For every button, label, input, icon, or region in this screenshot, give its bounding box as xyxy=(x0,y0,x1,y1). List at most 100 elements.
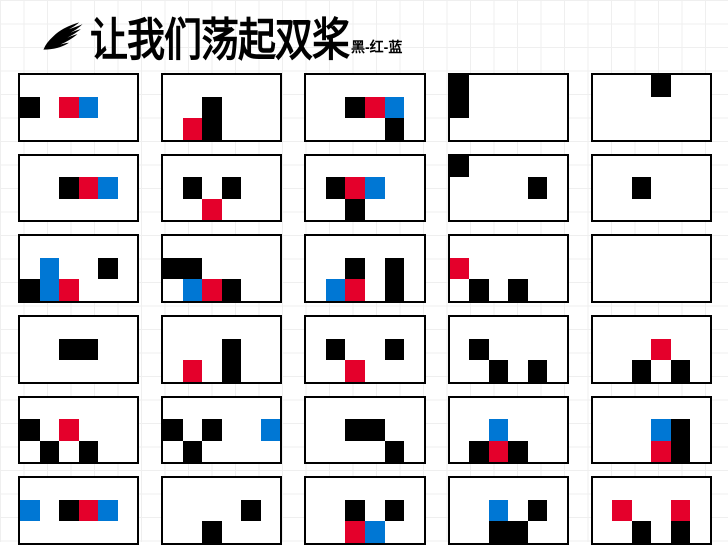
square-blue xyxy=(98,500,118,522)
pattern-cell xyxy=(18,73,139,142)
square-empty xyxy=(202,317,222,339)
square-black xyxy=(632,521,652,543)
square-empty xyxy=(79,317,99,339)
square-black xyxy=(20,419,40,441)
square-empty xyxy=(98,118,118,140)
square-black xyxy=(79,339,99,361)
pattern-cell xyxy=(591,396,712,465)
square-red xyxy=(651,441,671,463)
square-empty xyxy=(365,258,385,280)
square-empty xyxy=(365,441,385,463)
square-empty xyxy=(241,279,261,301)
square-empty xyxy=(98,279,118,301)
square-empty xyxy=(528,75,548,97)
square-empty xyxy=(326,478,346,500)
square-empty xyxy=(163,317,183,339)
square-empty xyxy=(612,478,632,500)
square-empty xyxy=(365,236,385,258)
square-empty xyxy=(222,118,242,140)
square-empty xyxy=(469,317,489,339)
square-empty xyxy=(690,521,710,543)
square-empty xyxy=(404,118,424,140)
square-empty xyxy=(79,258,99,280)
square-empty xyxy=(261,156,281,178)
square-empty xyxy=(547,360,567,382)
square-empty xyxy=(163,398,183,420)
square-empty xyxy=(632,279,652,301)
square-empty xyxy=(241,156,261,178)
square-black xyxy=(508,521,528,543)
square-black xyxy=(385,339,405,361)
square-red xyxy=(671,500,691,522)
square-empty xyxy=(306,441,326,463)
square-empty xyxy=(79,521,99,543)
square-black xyxy=(345,258,365,280)
square-black xyxy=(59,177,79,199)
pattern-cell xyxy=(304,154,425,223)
pattern-cell xyxy=(591,154,712,223)
square-empty xyxy=(671,199,691,221)
square-black xyxy=(469,279,489,301)
square-empty xyxy=(345,398,365,420)
pattern-cell xyxy=(161,315,282,384)
square-empty xyxy=(261,478,281,500)
square-empty xyxy=(118,177,138,199)
pattern-cell xyxy=(591,234,712,303)
square-empty xyxy=(671,258,691,280)
square-black xyxy=(385,279,405,301)
square-empty xyxy=(118,398,138,420)
square-empty xyxy=(404,279,424,301)
square-black xyxy=(163,419,183,441)
pattern-cell xyxy=(304,476,425,545)
square-empty xyxy=(612,75,632,97)
square-black xyxy=(385,441,405,463)
square-empty xyxy=(690,156,710,178)
square-empty xyxy=(469,75,489,97)
square-black xyxy=(365,419,385,441)
square-empty xyxy=(79,478,99,500)
square-empty xyxy=(632,419,652,441)
square-empty xyxy=(489,317,509,339)
square-empty xyxy=(612,97,632,119)
square-red xyxy=(202,279,222,301)
square-empty xyxy=(345,75,365,97)
square-empty xyxy=(118,236,138,258)
square-empty xyxy=(118,360,138,382)
square-empty xyxy=(690,360,710,382)
square-empty xyxy=(326,419,346,441)
square-empty xyxy=(690,279,710,301)
square-empty xyxy=(326,398,346,420)
square-empty xyxy=(163,521,183,543)
square-empty xyxy=(241,236,261,258)
square-empty xyxy=(261,236,281,258)
square-empty xyxy=(79,360,99,382)
square-empty xyxy=(489,258,509,280)
square-black xyxy=(385,118,405,140)
square-black xyxy=(222,339,242,361)
square-empty xyxy=(385,177,405,199)
square-empty xyxy=(40,177,60,199)
square-empty xyxy=(98,317,118,339)
square-empty xyxy=(528,199,548,221)
square-empty xyxy=(261,339,281,361)
square-empty xyxy=(306,478,326,500)
square-empty xyxy=(40,419,60,441)
square-empty xyxy=(365,478,385,500)
square-blue xyxy=(98,177,118,199)
square-empty xyxy=(20,236,40,258)
square-blue xyxy=(40,279,60,301)
square-black xyxy=(326,177,346,199)
square-empty xyxy=(202,500,222,522)
square-empty xyxy=(20,177,40,199)
square-empty xyxy=(450,339,470,361)
square-empty xyxy=(632,441,652,463)
square-empty xyxy=(508,500,528,522)
square-empty xyxy=(469,177,489,199)
square-empty xyxy=(612,339,632,361)
square-red xyxy=(59,97,79,119)
square-empty xyxy=(651,236,671,258)
square-empty xyxy=(489,75,509,97)
square-empty xyxy=(20,118,40,140)
square-empty xyxy=(450,177,470,199)
square-empty xyxy=(40,199,60,221)
